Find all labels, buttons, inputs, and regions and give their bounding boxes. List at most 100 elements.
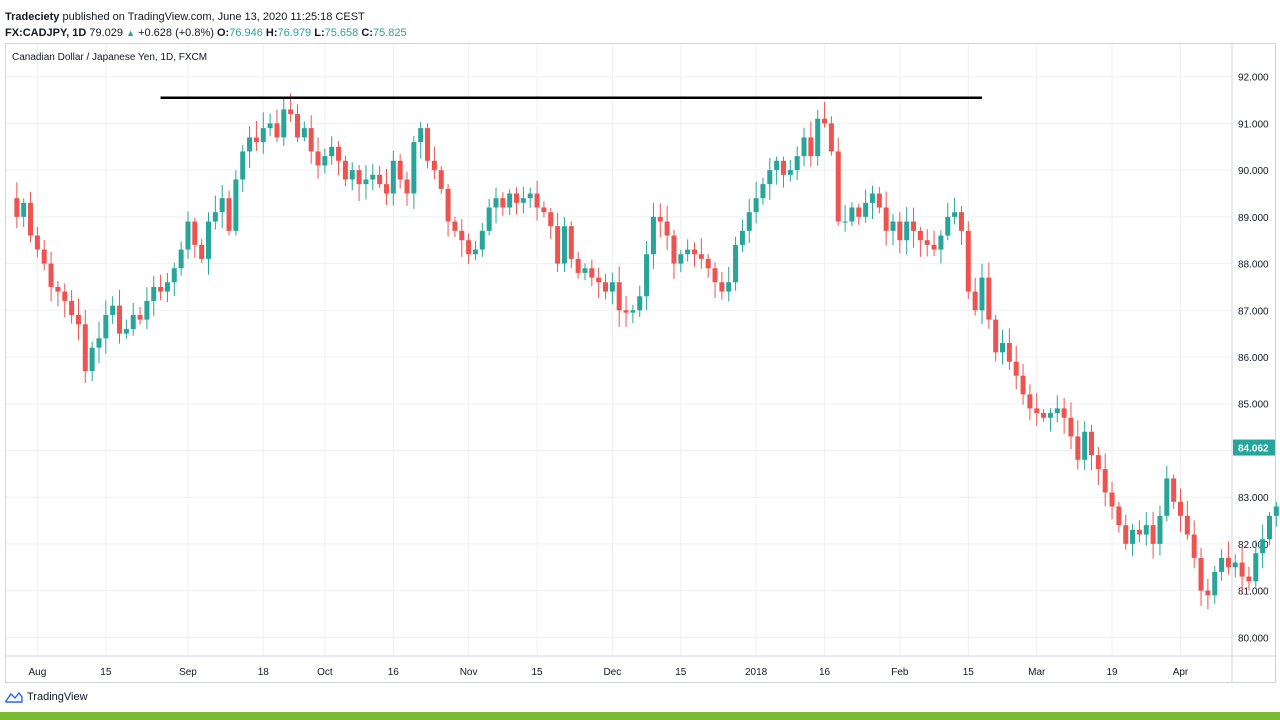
candle-body xyxy=(630,310,636,313)
candle-body xyxy=(719,282,725,292)
candle-body xyxy=(452,221,458,231)
candle-body xyxy=(1095,455,1101,470)
candle-body xyxy=(164,282,170,292)
x-tick-label: 15 xyxy=(532,667,544,678)
chart-subtitle: Canadian Dollar / Japanese Yen, 1D, FXCM xyxy=(12,52,208,63)
candle-body xyxy=(835,151,841,222)
last-price-value: 79.029 xyxy=(89,27,124,39)
candle-body xyxy=(965,230,971,292)
candle-body xyxy=(616,282,622,311)
candle-body xyxy=(178,249,184,269)
candle-body xyxy=(911,221,917,231)
candle-body xyxy=(945,216,951,236)
candle-body xyxy=(931,244,937,250)
high-value: 76.979 xyxy=(277,27,312,39)
candle-body xyxy=(41,249,47,264)
candle-body xyxy=(308,128,314,152)
y-tick-label: 88.000 xyxy=(1238,260,1269,271)
candle-body xyxy=(342,160,348,180)
candle-body xyxy=(1130,529,1136,544)
candle-body xyxy=(479,230,485,250)
candlestick-chart[interactable]: 92.000 91.000 90.000 89.000 88.000 87.000 86.0… xyxy=(0,0,1280,700)
candle-body xyxy=(390,160,396,194)
candle-body xyxy=(767,170,773,185)
candle-body xyxy=(774,160,780,171)
x-tick-label: 15 xyxy=(963,667,975,678)
candle-body xyxy=(14,198,20,217)
footer-brand-label: TradingView xyxy=(27,691,88,703)
candle-body xyxy=(21,202,27,217)
close-label: C: xyxy=(361,27,373,39)
candle-body xyxy=(1075,436,1081,460)
candle-body xyxy=(890,221,896,231)
candle-body xyxy=(75,314,81,325)
candle-body xyxy=(28,202,34,236)
candle-body xyxy=(1006,342,1012,362)
candle-body xyxy=(1219,557,1225,572)
close-value: 75.825 xyxy=(372,27,407,39)
candle-body xyxy=(1198,557,1204,591)
candle-body xyxy=(370,174,376,180)
candle-body xyxy=(746,212,752,231)
candle-body xyxy=(986,277,992,320)
candle-body xyxy=(534,193,540,208)
footer-brand[interactable]: TradingView xyxy=(5,688,88,706)
candle-body xyxy=(1102,469,1108,493)
y-tick-label: 86.000 xyxy=(1238,353,1269,364)
y-tick-label: 90.000 xyxy=(1238,166,1269,177)
candle-body xyxy=(794,156,800,171)
candle-body xyxy=(507,193,513,208)
candle-body xyxy=(979,277,985,311)
candle-body xyxy=(589,268,595,278)
candle-body xyxy=(527,193,533,199)
candle-body xyxy=(493,198,499,208)
y-tick-label: 80.000 xyxy=(1238,633,1269,644)
candle-body xyxy=(226,198,232,231)
candle-body xyxy=(733,244,739,283)
x-tick-label: Mar xyxy=(1028,667,1046,678)
candle-body xyxy=(849,207,855,222)
y-tick-label: 81.000 xyxy=(1238,587,1269,598)
symbol-label: FX:CADJPY, 1D xyxy=(5,27,87,39)
candle-body xyxy=(760,184,766,199)
ohlc-legend: FX:CADJPY, 1D 79.029 ▲ +0.628 (+0.8%) O:… xyxy=(5,27,407,39)
candle-body xyxy=(199,244,205,259)
candle-body xyxy=(363,179,369,185)
x-tick-label: 19 xyxy=(1106,667,1118,678)
low-value: 75.658 xyxy=(324,27,359,39)
x-tick-label: 16 xyxy=(819,667,831,678)
publish-info: Tradeciety published on TradingView.com,… xyxy=(5,11,365,23)
x-tick-label: 15 xyxy=(100,667,112,678)
candle-body xyxy=(260,128,266,143)
candle-body xyxy=(822,118,828,124)
x-tick-label: 18 xyxy=(258,667,270,678)
candle-body xyxy=(82,324,88,372)
candle-body xyxy=(842,221,848,223)
candle-body xyxy=(281,109,287,138)
candle-body xyxy=(1109,492,1115,507)
high-label: H: xyxy=(265,27,278,39)
candle-body xyxy=(1246,576,1252,582)
y-tick-label: 91.000 xyxy=(1238,119,1269,130)
candle-body xyxy=(897,221,903,241)
candle-body xyxy=(185,221,191,250)
candle-body xyxy=(726,282,732,292)
candle-body xyxy=(96,338,102,348)
candle-body xyxy=(315,151,321,166)
candle-body xyxy=(938,235,944,250)
candle-body xyxy=(753,198,759,213)
candle-body xyxy=(917,230,923,241)
candle-body xyxy=(137,314,143,320)
candle-body xyxy=(1253,553,1259,582)
candle-body xyxy=(520,198,526,203)
candle-body xyxy=(212,212,218,222)
chart-frame[interactable] xyxy=(5,43,1276,683)
candle-body xyxy=(787,170,793,175)
candle-body xyxy=(411,142,417,194)
candle-body xyxy=(705,258,711,269)
candle-body xyxy=(1000,342,1006,353)
candle-body xyxy=(294,114,300,138)
candle-body xyxy=(438,170,444,189)
candle-body xyxy=(1171,478,1177,502)
y-tick-label: 89.000 xyxy=(1238,213,1269,224)
